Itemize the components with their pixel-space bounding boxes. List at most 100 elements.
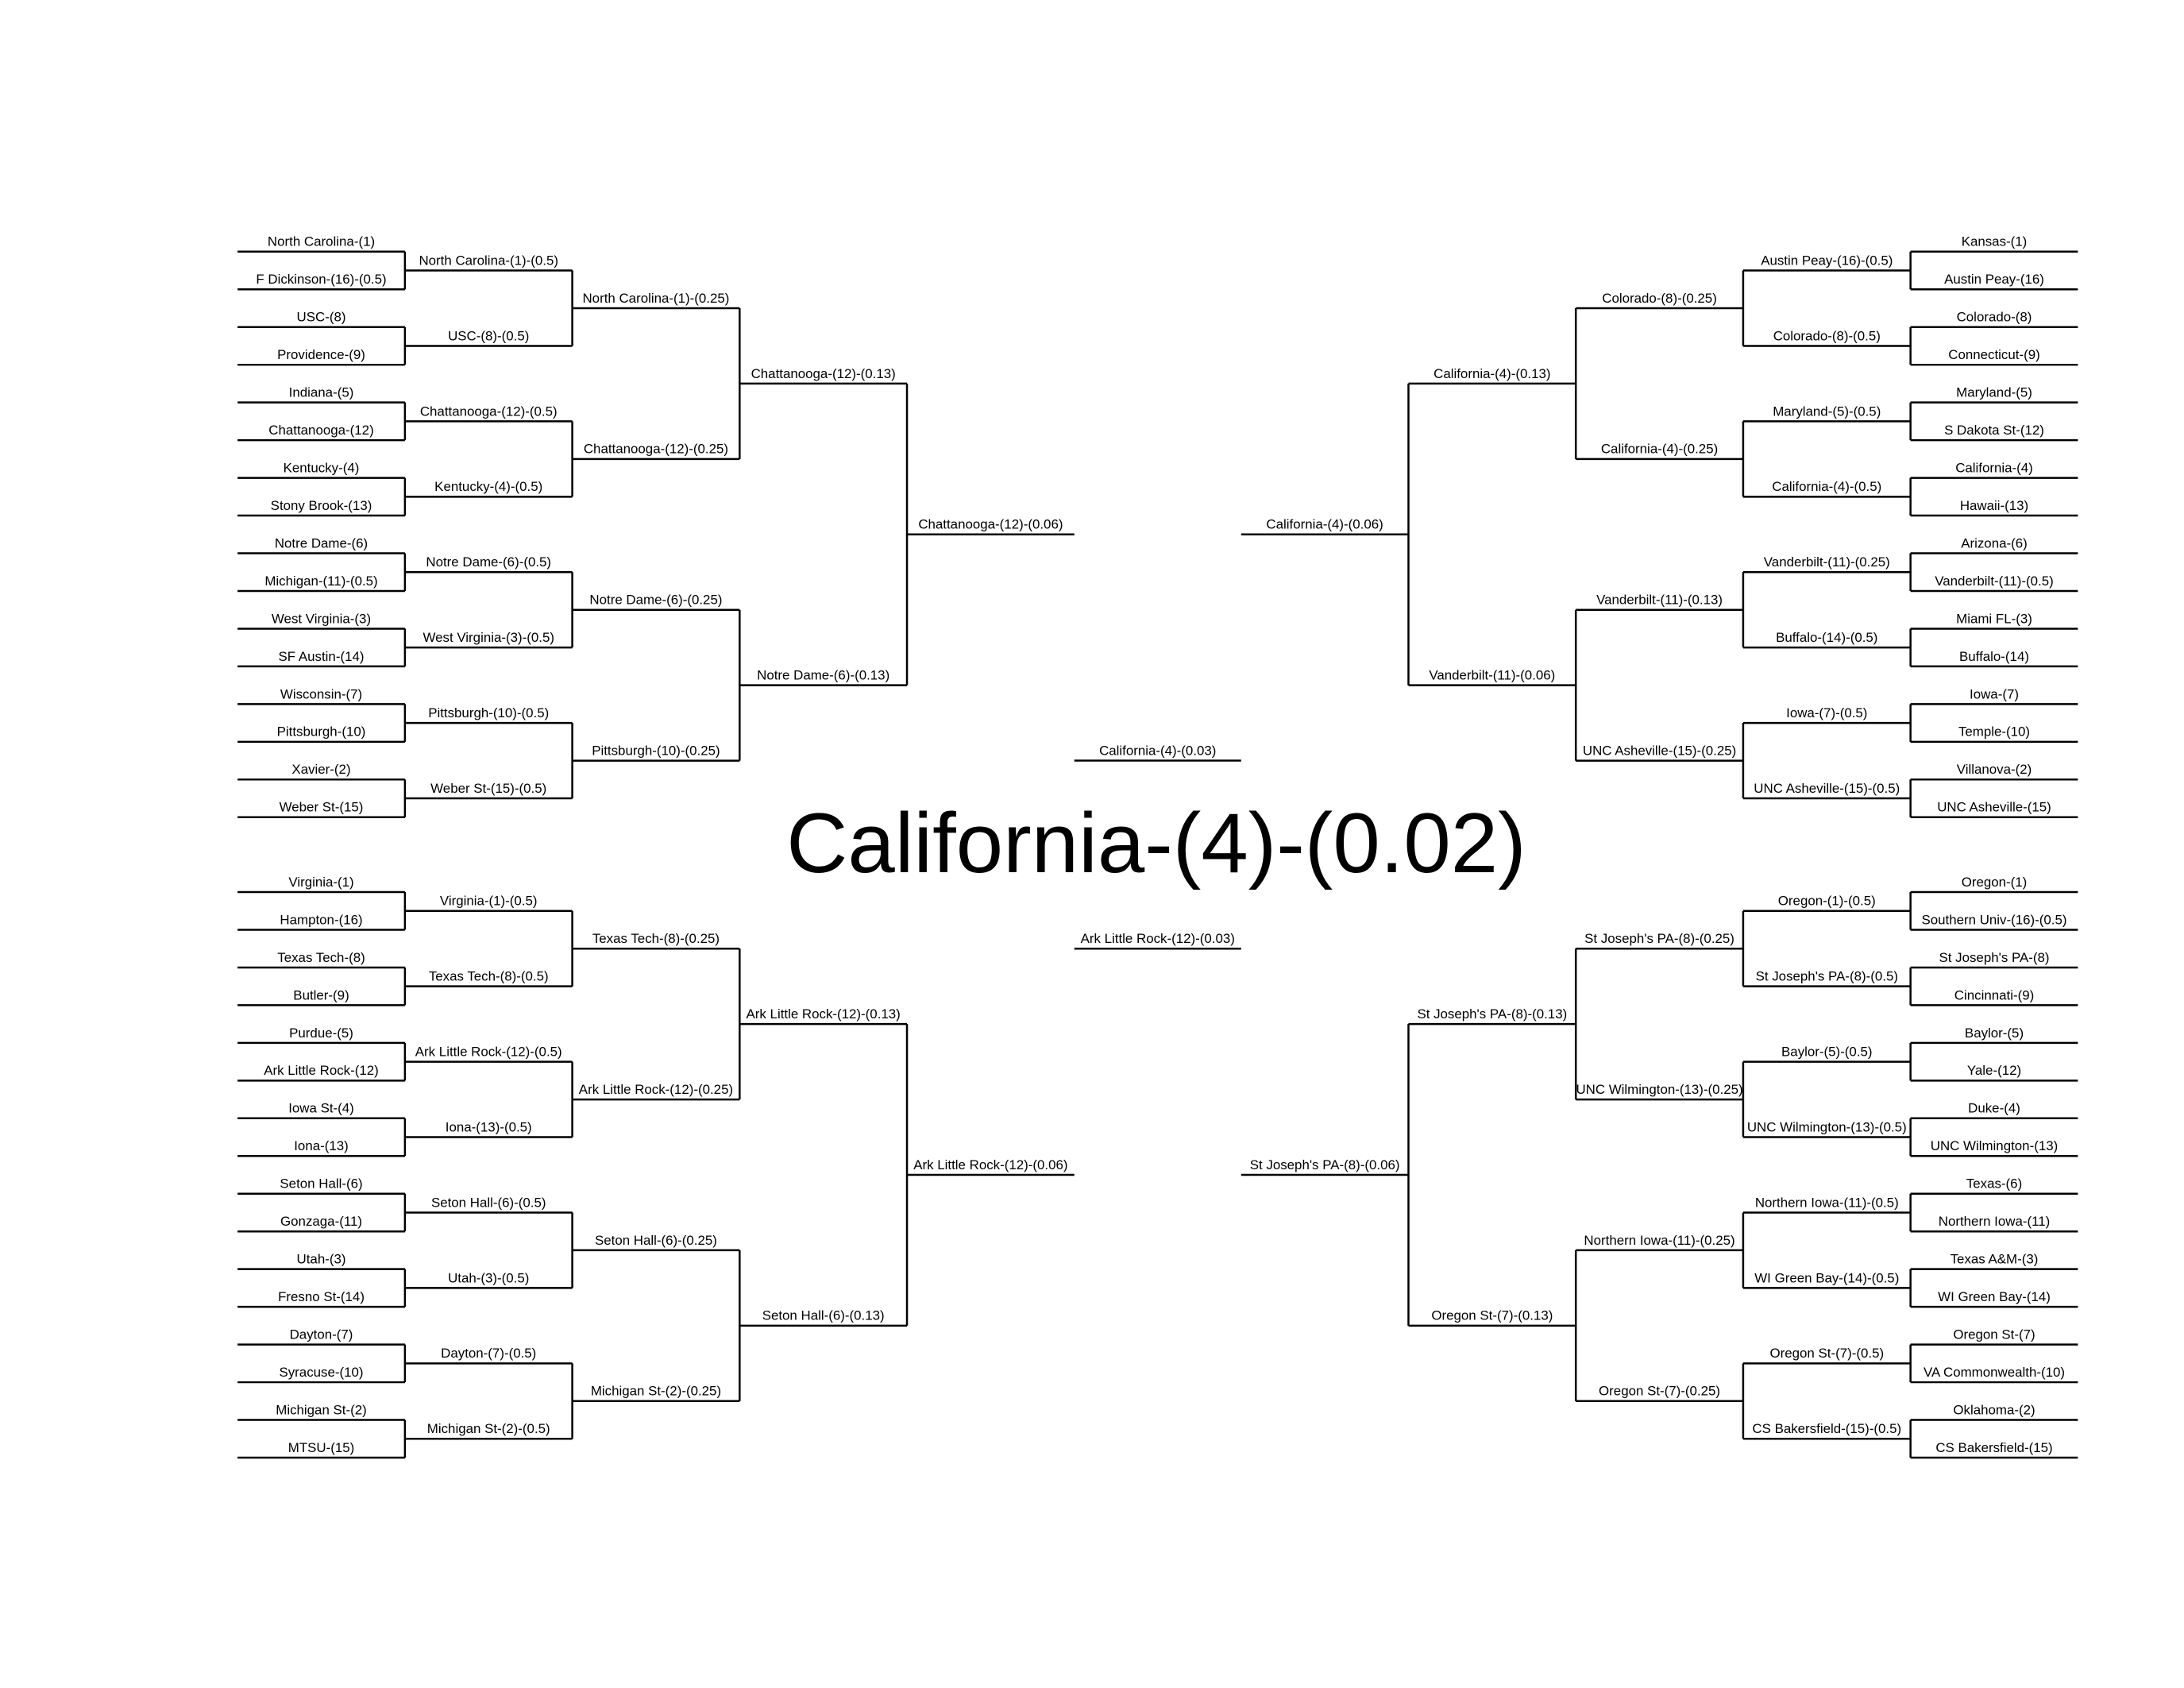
team-label: Iowa-(7)-(0.5) <box>1786 705 1867 720</box>
team-label: Pittsburgh-(10) <box>277 724 366 740</box>
team-label: Dayton-(7) <box>290 1327 353 1342</box>
team-label: North Carolina-(1)-(0.25) <box>582 291 729 306</box>
team-label: Notre Dame-(6)-(0.25) <box>589 593 722 608</box>
team-label: Northern Iowa-(11) <box>1939 1214 2051 1229</box>
team-label: Providence-(9) <box>277 347 365 362</box>
team-label: WI Green Bay-(14) <box>1938 1289 2051 1304</box>
team-label: UNC Wilmington-(13)-(0.5) <box>1747 1119 1907 1134</box>
team-label: Austin Peay-(16) <box>1944 272 2044 287</box>
team-label: Iona-(13) <box>294 1138 349 1153</box>
team-label: West Virginia-(3) <box>272 611 371 626</box>
team-label: Purdue-(5) <box>289 1026 353 1041</box>
final-four-label: Ark Little Rock-(12)-(0.03) <box>1081 931 1235 946</box>
team-label: St Joseph's PA-(8)-(0.5) <box>1756 969 1898 984</box>
team-label: VA Commonwealth-(10) <box>1924 1365 2065 1380</box>
team-label: Vanderbilt-(11)-(0.13) <box>1596 593 1723 608</box>
team-label: Hampton-(16) <box>280 912 362 927</box>
team-label: Baylor-(5) <box>1965 1026 2024 1041</box>
team-label: Ark Little Rock-(12) <box>264 1063 379 1078</box>
team-label: Ark Little Rock-(12)-(0.25) <box>579 1082 733 1097</box>
team-label: Cincinnati-(9) <box>1954 987 2034 1002</box>
team-label: UNC Asheville-(15)-(0.25) <box>1583 743 1736 758</box>
team-label: Kentucky-(4) <box>284 460 360 475</box>
champion: California-(4)-(0.02) <box>786 795 1526 890</box>
team-label: Vanderbilt-(11)-(0.5) <box>1935 574 2054 589</box>
team-label: Chattanooga-(12)-(0.25) <box>584 442 728 457</box>
team-label: Colorado-(8)-(0.25) <box>1602 291 1717 306</box>
team-label: Chattanooga-(12)-(0.5) <box>420 404 558 419</box>
team-label: UNC Asheville-(15) <box>1937 800 2051 815</box>
team-label: Miami FL-(3) <box>1956 611 2032 626</box>
team-label: Duke-(4) <box>1968 1101 2020 1116</box>
team-label: Baylor-(5)-(0.5) <box>1781 1044 1873 1059</box>
team-label: Kentucky-(4)-(0.5) <box>434 479 542 494</box>
team-label: MTSU-(15) <box>288 1440 355 1455</box>
team-label: UNC Wilmington-(13)-(0.25) <box>1576 1082 1742 1097</box>
team-label: Iowa St-(4) <box>288 1101 354 1116</box>
team-label: Vanderbilt-(11)-(0.25) <box>1764 554 1890 570</box>
team-label: Fresno St-(14) <box>278 1289 365 1304</box>
team-label: Notre Dame-(6)-(0.13) <box>757 668 889 683</box>
team-label: North Carolina-(1) <box>268 234 375 249</box>
team-label: USC-(8) <box>297 310 346 325</box>
team-label: Iona-(13)-(0.5) <box>446 1119 532 1134</box>
team-label: Seton Hall-(6)-(0.5) <box>431 1195 546 1210</box>
team-label: Temple-(10) <box>1958 724 2030 740</box>
team-label: Yale-(12) <box>1967 1063 2021 1078</box>
team-label: Northern Iowa-(11)-(0.25) <box>1584 1233 1734 1248</box>
team-label: California-(4)-(0.13) <box>1433 366 1550 381</box>
team-label: Utah-(3)-(0.5) <box>448 1270 529 1285</box>
team-label: California-(4)-(0.06) <box>1266 517 1383 532</box>
team-label: Pittsburgh-(10)-(0.25) <box>592 743 720 758</box>
team-label: Southern Univ-(16)-(0.5) <box>1921 912 2066 927</box>
team-label: Austin Peay-(16)-(0.5) <box>1761 253 1893 268</box>
team-label: Chattanooga-(12)-(0.13) <box>751 366 896 381</box>
team-label: Butler-(9) <box>293 987 349 1002</box>
team-label: Weber St-(15)-(0.5) <box>430 781 546 796</box>
team-label: Buffalo-(14)-(0.5) <box>1776 630 1877 645</box>
team-label: Texas A&M-(3) <box>1951 1252 2039 1267</box>
team-label: Texas-(6) <box>1966 1176 2022 1192</box>
team-label: Vanderbilt-(11)-(0.06) <box>1429 668 1555 683</box>
final-four-label: California-(4)-(0.03) <box>1099 743 1216 758</box>
team-label: Chattanooga-(12)-(0.06) <box>918 517 1063 532</box>
team-label: Wisconsin-(7) <box>280 686 362 701</box>
team-label: Hawaii-(13) <box>1960 498 2028 513</box>
team-label: Pittsburgh-(10)-(0.5) <box>428 705 549 720</box>
team-label: WI Green Bay-(14)-(0.5) <box>1754 1270 1899 1285</box>
team-label: Maryland-(5) <box>1956 385 2032 400</box>
team-label: Michigan-(11)-(0.5) <box>264 574 377 589</box>
team-label: West Virginia-(3)-(0.5) <box>423 630 554 645</box>
team-label: Seton Hall-(6)-(0.25) <box>595 1233 717 1248</box>
team-label: Texas Tech-(8)-(0.25) <box>592 931 720 946</box>
team-label: Northern Iowa-(11)-(0.5) <box>1755 1195 1899 1210</box>
team-label: Oregon St-(7)-(0.25) <box>1599 1384 1720 1399</box>
team-label: Texas Tech-(8) <box>277 950 365 965</box>
team-label: Michigan St-(2)-(0.25) <box>591 1384 721 1399</box>
team-label: Michigan St-(2) <box>276 1402 367 1417</box>
team-label: Oregon St-(7)-(0.5) <box>1769 1346 1884 1361</box>
team-label: Colorado-(8) <box>1957 310 2032 325</box>
team-label: Seton Hall-(6)-(0.13) <box>762 1308 885 1323</box>
team-label: Oregon St-(7) <box>1953 1327 2035 1342</box>
team-label: Oregon-(1)-(0.5) <box>1778 894 1876 909</box>
team-label: Notre Dame-(6) <box>275 535 368 550</box>
team-label: Ark Little Rock-(12)-(0.06) <box>913 1157 1067 1172</box>
team-label: Kansas-(1) <box>1962 234 2028 249</box>
team-label: Connecticut-(9) <box>1948 347 2039 362</box>
team-label: Oklahoma-(2) <box>1953 1402 2035 1417</box>
team-label: Oregon St-(7)-(0.13) <box>1431 1308 1553 1323</box>
team-label: SF Austin-(14) <box>279 649 365 664</box>
team-label: California-(4)-(0.25) <box>1601 442 1718 457</box>
team-label: St Joseph's PA-(8)-(0.06) <box>1250 1157 1400 1172</box>
team-label: Syracuse-(10) <box>279 1365 363 1380</box>
team-label: Virginia-(1) <box>288 875 353 890</box>
team-label: Ark Little Rock-(12)-(0.13) <box>747 1006 901 1022</box>
team-label: North Carolina-(1)-(0.5) <box>419 253 558 268</box>
team-label: Weber St-(15) <box>280 800 364 815</box>
team-label: Buffalo-(14) <box>1959 649 2029 664</box>
team-label: Indiana-(5) <box>289 385 354 400</box>
team-label: Seton Hall-(6) <box>280 1176 362 1192</box>
